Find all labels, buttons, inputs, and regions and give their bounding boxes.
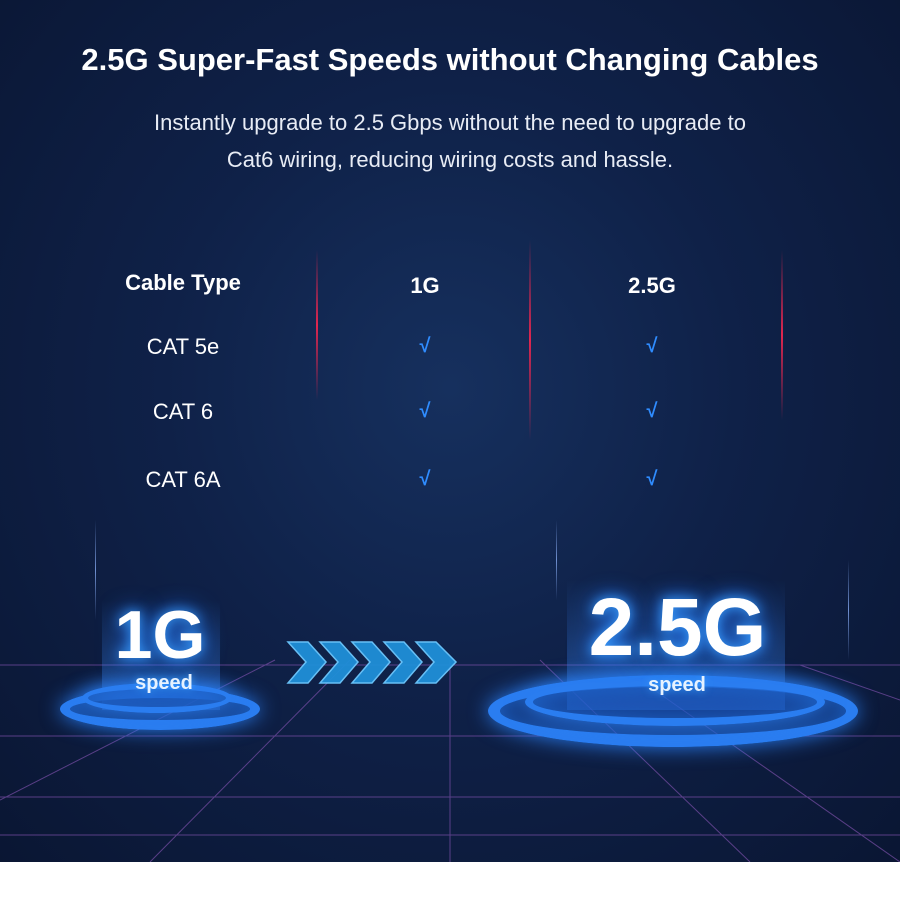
header-2-5g: 2.5G	[628, 273, 676, 298]
light-line	[529, 240, 531, 440]
light-line	[95, 520, 96, 620]
subtitle: Instantly upgrade to 2.5 Gbps without th…	[0, 104, 900, 178]
speed-1g: 1G	[114, 597, 206, 673]
speed-2-5g: 2.5G	[588, 582, 767, 673]
platform-ring	[82, 683, 232, 713]
platform-ring	[525, 678, 825, 726]
light-line	[781, 250, 783, 420]
subtitle-line: Instantly upgrade to 2.5 Gbps without th…	[154, 110, 746, 135]
speed-label: speed	[135, 672, 193, 694]
speed-label: speed	[648, 674, 706, 696]
check-icon: √	[646, 400, 658, 422]
check-icon: √	[646, 468, 658, 490]
light-line	[848, 560, 849, 660]
header-cable-type: Cable Type	[125, 270, 241, 295]
subtitle-line: Cat6 wiring, reducing wiring costs and h…	[226, 147, 674, 172]
header-1g: 1G	[410, 273, 440, 298]
check-icon: √	[646, 335, 658, 357]
check-icon: √	[419, 468, 431, 490]
cable-cat6: CAT 6	[152, 399, 214, 424]
cable-cat5e: CAT 5e	[146, 334, 220, 359]
light-line	[556, 520, 557, 600]
cable-cat6a: CAT 6A	[145, 467, 221, 492]
check-icon: √	[419, 335, 431, 357]
check-icon: √	[419, 400, 431, 422]
page-title: 2.5G Super-Fast Speeds without Changing …	[81, 42, 819, 77]
chevrons-right-icon	[286, 641, 458, 684]
light-line	[316, 250, 318, 400]
banner: 2.5G Super-Fast Speeds without Changing …	[0, 0, 900, 862]
